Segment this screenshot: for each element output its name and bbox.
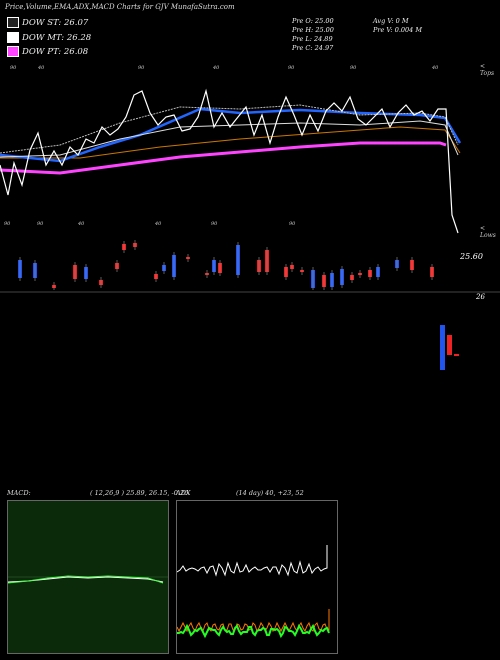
marker-top: 90 bbox=[10, 65, 17, 71]
marker-bottom: 90 bbox=[4, 221, 11, 227]
macd-signal-line bbox=[8, 575, 164, 584]
price-chart: 90 40 90 40 90 90 40 90 90 40 40 90 90 bbox=[0, 65, 462, 290]
stat-avg-volume: Avg V: 0 M bbox=[373, 17, 409, 25]
stat-prev-low: Pre L: 24.89 bbox=[292, 35, 333, 43]
markers-bottom: 90 90 40 40 90 90 bbox=[4, 221, 296, 227]
chart-title: Price,Volume,EMA,ADX,MACD Charts for GJV… bbox=[5, 3, 235, 11]
legend-swatch-mt bbox=[7, 32, 19, 43]
marker-bottom: 90 bbox=[211, 221, 218, 227]
adx-panel bbox=[176, 500, 338, 654]
marker-bottom: 90 bbox=[37, 221, 44, 227]
marker-bottom: 40 bbox=[77, 221, 85, 227]
adx-line bbox=[177, 545, 328, 577]
stat-prev-volume: Pre V: 0.004 M bbox=[373, 26, 423, 34]
adx-values: (14 day) 40, +23, 52 bbox=[236, 489, 304, 497]
adx-chart bbox=[177, 545, 330, 639]
macd-label: MACD: bbox=[7, 489, 31, 497]
volume-panel bbox=[0, 291, 500, 370]
adx-label: ADX bbox=[176, 489, 191, 497]
bottom-axis-label: < Lows bbox=[480, 225, 496, 239]
volume-bar-1 bbox=[440, 325, 445, 370]
marker-top: 90 bbox=[288, 65, 295, 71]
macd-chart bbox=[8, 575, 168, 584]
marker-top: 40 bbox=[431, 65, 439, 71]
marker-top: 90 bbox=[138, 65, 145, 71]
volume-bar-2 bbox=[447, 335, 452, 355]
legend-swatch-pt bbox=[7, 46, 19, 57]
volume-bar-3 bbox=[454, 354, 459, 356]
price-label-lower: 26 bbox=[476, 293, 485, 301]
marker-top: 40 bbox=[212, 65, 220, 71]
stat-prev-open: Pre O: 25.00 bbox=[292, 17, 334, 25]
stat-prev-close: Pre C: 24.97 bbox=[292, 44, 334, 52]
price-line bbox=[0, 88, 459, 234]
ema-long-line bbox=[0, 141, 447, 175]
marker-bottom: 90 bbox=[289, 221, 296, 227]
stat-prev-high: Pre H: 25.00 bbox=[292, 26, 334, 34]
price-label-upper: 25.60 bbox=[460, 252, 483, 261]
ema-blue-line bbox=[0, 107, 462, 163]
ema-mid-line bbox=[0, 120, 459, 158]
macd-panel bbox=[7, 500, 169, 654]
marker-top: 40 bbox=[37, 65, 45, 71]
markers-top: 90 40 90 40 90 90 40 bbox=[10, 65, 439, 71]
candles bbox=[18, 240, 434, 290]
di-plus-line bbox=[177, 623, 330, 639]
top-axis-label: < Tops bbox=[480, 63, 495, 77]
legend-dow-pt: DOW PT: 26.08 bbox=[7, 46, 88, 58]
marker-bottom: 40 bbox=[154, 221, 162, 227]
marker-top: 90 bbox=[350, 65, 357, 71]
legend-dow-mt: DOW MT: 26.28 bbox=[7, 32, 91, 44]
macd-values: ( 12,26,9 ) 25.89, 26.15, -0.26 bbox=[90, 489, 189, 497]
ema-orange-line bbox=[0, 126, 461, 159]
price-lines bbox=[0, 88, 462, 234]
legend-dow-st: DOW ST: 26.07 bbox=[7, 17, 88, 29]
legend-swatch-st bbox=[7, 17, 19, 28]
ema-dotted-line bbox=[0, 104, 459, 154]
